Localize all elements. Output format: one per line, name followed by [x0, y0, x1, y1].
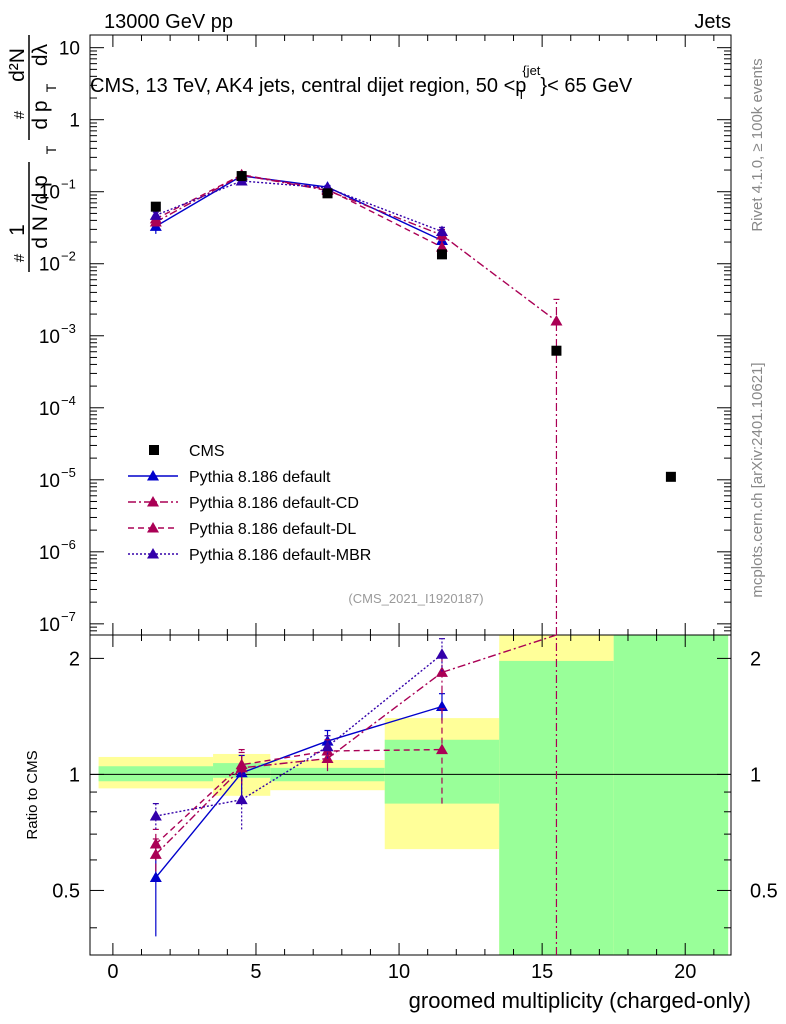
main-line-2: [155, 174, 443, 248]
ratio-y-label-r-0: 2: [750, 648, 761, 670]
legend-label-2: Pythia 8.186 default-CD: [189, 495, 359, 512]
title-close: }: [540, 75, 547, 97]
legend: CMS Pythia 8.186 default Pythia 8.186 defa…: [128, 443, 371, 564]
ratio-line-2: [155, 748, 443, 845]
rivet-label: Rivet 4.1.0, ≥ 100k events: [749, 58, 766, 231]
x-tick-label-3: 15: [531, 961, 553, 983]
ratio-marker-3-0: [149, 810, 162, 821]
main-y-label-3: 10: [39, 255, 60, 276]
main-y-label-6: 10: [39, 471, 60, 492]
data-point-3: [436, 249, 447, 260]
main-line-1: [155, 174, 557, 322]
data-point-2: [322, 188, 333, 199]
ratio-marker-3-2: [321, 740, 334, 752]
title-end: < 65 GeV: [547, 75, 633, 97]
main-y-label-exp-3: −2: [61, 249, 76, 264]
main-y-label-8: 10: [39, 615, 60, 636]
chart-title: CMS, 13 TeV, AK4 jets, central dijet reg…: [90, 63, 633, 102]
y-formula-dlambda: dλ: [29, 43, 52, 66]
title-sub: T: [517, 87, 525, 102]
plot-frames: [89, 34, 732, 956]
main-marker-3-0: [149, 209, 162, 220]
main-y-label-exp-8: −7: [61, 609, 76, 624]
legend-label-1: Pythia 8.186 default: [189, 469, 331, 486]
y-formula-t2: T: [43, 83, 59, 92]
analysis-id: (CMS_2021_I1920187): [348, 591, 483, 606]
title-main: CMS, 13 TeV, AK4 jets, central dijet reg…: [90, 75, 515, 97]
legend-marker-2: [147, 496, 159, 507]
main-marker-1-4: [550, 315, 563, 326]
x-axis-label: groomed multiplicity (charged-only): [409, 988, 751, 1013]
legend-marker-4: [147, 548, 159, 559]
ratio-y-label-0: 2: [69, 648, 80, 670]
legend-label-0: CMS: [189, 443, 225, 460]
main-marker-3-3: [435, 225, 448, 237]
y-formula-1: 1: [6, 224, 29, 236]
ratio-y-label-r-1: 1: [750, 764, 761, 786]
main-y-label-exp-2: −1: [61, 177, 76, 192]
ratio-bands: [98, 635, 729, 955]
main-y-label-7: 10: [39, 543, 60, 564]
ratio-marker-1-3: [435, 666, 448, 677]
ratio-marker-2-0: [149, 837, 162, 849]
ratio-y-label-1: 1: [69, 764, 80, 786]
main-y-label-4: 10: [39, 327, 60, 348]
y-formula-d2n: d²N: [6, 48, 29, 82]
header-left: 13000 GeV pp: [104, 11, 233, 33]
series: [149, 168, 676, 955]
legend-marker-3: [147, 522, 159, 533]
main-line-3: [155, 180, 443, 233]
y-formula-hash1: #: [11, 253, 28, 262]
main-marker-2-3: [435, 241, 448, 252]
main-y-label-exp-6: −5: [61, 465, 76, 480]
main-y-label-5: 10: [39, 399, 60, 420]
ratio-marker-2-1: [235, 758, 248, 770]
legend-swatch-0: [149, 445, 159, 455]
main-frame: [89, 34, 732, 636]
legend-label-4: Pythia 8.186 default-MBR: [189, 547, 371, 564]
y-formula-dp: d p: [29, 100, 52, 129]
data-point-4: [551, 345, 562, 356]
x-tick-label-1: 5: [250, 961, 261, 983]
ratio-marker-3-3: [435, 648, 448, 659]
ratio-y-label-r-2: 0.5: [750, 880, 778, 902]
main-y-label-1: 1: [69, 111, 80, 132]
ratio-marker-2-3: [435, 743, 448, 755]
x-tick-label-4: 20: [674, 961, 696, 983]
x-tick-label-0: 0: [107, 961, 118, 983]
title-sup: {jet: [522, 63, 540, 78]
mcplots-label: mcplots.cern.ch [arXiv:2401.10621]: [749, 362, 766, 597]
data-point-5: [665, 471, 676, 482]
ratio-y-label: Ratio to CMS: [24, 750, 41, 839]
data-point-0: [150, 201, 161, 212]
ratio-band-green-5: [613, 635, 729, 955]
main-y-label-exp-5: −4: [61, 393, 76, 408]
legend-label-3: Pythia 8.186 default-DL: [189, 521, 356, 538]
header-right: Jets: [694, 11, 731, 33]
y-formula-hash2: #: [11, 110, 28, 119]
data-point-1: [236, 171, 247, 182]
ratio-marker-0-0: [149, 871, 162, 883]
ratio-marker-3-1: [235, 793, 248, 805]
main-line-0: [155, 175, 443, 242]
y-formula-dnd: d N /d p: [29, 175, 52, 249]
title-p: p: [515, 75, 526, 97]
labels: 13000 GeV pp Jets CMS, 13 TeV, AK4 jets,…: [6, 11, 766, 1013]
main-y-label-exp-4: −3: [61, 321, 76, 336]
main-y-label-2: 10: [39, 183, 60, 204]
main-y-label-0: 10: [59, 39, 80, 60]
ratio-line-3: [155, 653, 443, 817]
ratio-marker-1-0: [149, 848, 162, 859]
main-y-label-exp-7: −6: [61, 537, 76, 552]
y-formula-t1: T: [43, 145, 59, 154]
ratio-y-label-2: 0.5: [52, 880, 80, 902]
legend-marker-1: [147, 470, 159, 481]
ratio-frame: [89, 634, 732, 956]
x-tick-label-2: 10: [388, 961, 410, 983]
ratio-band-green-0: [98, 766, 214, 782]
ratio-line-0: [155, 705, 443, 879]
y-axis-formula: 1 # d N /d p T d²N # d p T dλ: [6, 35, 59, 272]
